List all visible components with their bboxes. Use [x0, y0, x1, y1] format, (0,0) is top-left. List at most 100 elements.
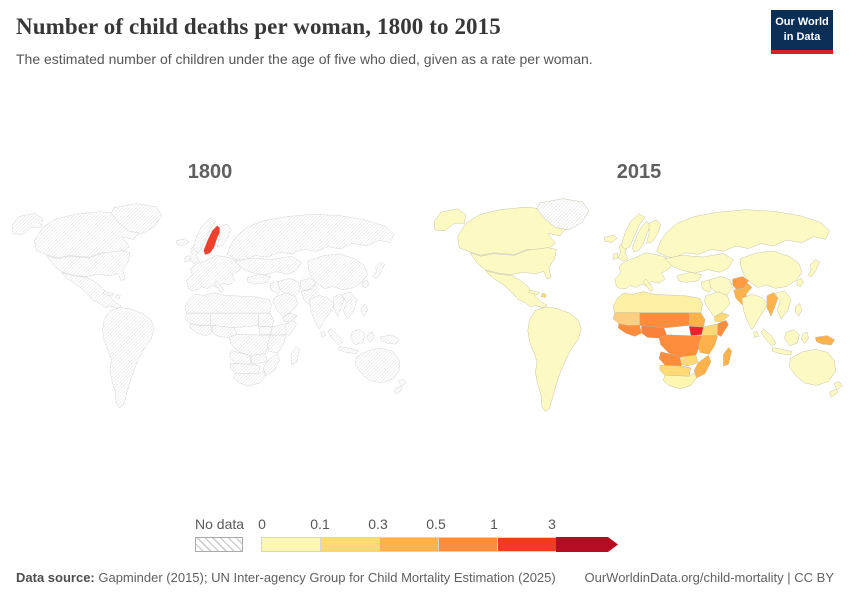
region-madagascar[interactable]: [291, 346, 300, 365]
region-europe[interactable]: [186, 255, 243, 291]
region-east_africa[interactable]: [267, 334, 287, 354]
region-finland[interactable]: [217, 223, 232, 247]
legend-bin-4[interactable]: [497, 537, 557, 552]
region-myanmar[interactable]: [333, 293, 345, 317]
region-borneo[interactable]: [784, 329, 800, 346]
region-central_africa[interactable]: [658, 334, 702, 358]
region-java[interactable]: [771, 347, 793, 356]
legend-bin-1[interactable]: [320, 537, 380, 552]
region-haiti[interactable]: [115, 294, 121, 299]
region-norway[interactable]: [192, 218, 216, 253]
region-sahel[interactable]: [210, 312, 259, 328]
region-russia[interactable]: [226, 213, 395, 261]
region-japan[interactable]: [372, 261, 385, 280]
region-sri_lanka[interactable]: [320, 330, 326, 337]
region-somalia[interactable]: [717, 320, 729, 337]
region-nz_north[interactable]: [833, 381, 843, 391]
region-africa_north[interactable]: [612, 291, 703, 313]
world-map-1800[interactable]: [8, 202, 412, 417]
footer-link[interactable]: OurWorldinData.org/child-mortality | CC …: [584, 570, 835, 585]
region-cuba[interactable]: [103, 291, 115, 297]
region-sudan[interactable]: [688, 312, 706, 328]
region-nz_south[interactable]: [829, 388, 839, 398]
legend-bin-2[interactable]: [379, 537, 439, 552]
region-canada[interactable]: [457, 206, 569, 256]
region-philippines[interactable]: [360, 303, 368, 317]
region-europe[interactable]: [614, 252, 673, 290]
region-haiti[interactable]: [540, 293, 547, 298]
region-sumatra[interactable]: [760, 328, 777, 347]
region-finland[interactable]: [646, 219, 661, 244]
region-mozambique[interactable]: [263, 353, 280, 376]
region-australia[interactable]: [789, 348, 836, 386]
region-zambia[interactable]: [251, 353, 268, 365]
region-west_africa[interactable]: [189, 323, 213, 337]
region-greenland[interactable]: [111, 203, 162, 234]
legend-bin-3[interactable]: [438, 537, 498, 552]
region-korea[interactable]: [796, 277, 804, 287]
region-usa[interactable]: [46, 250, 131, 281]
legend-no-data-swatch[interactable]: [195, 537, 243, 552]
region-myanmar[interactable]: [766, 292, 778, 317]
region-ireland[interactable]: [184, 255, 191, 263]
region-indochina[interactable]: [341, 291, 358, 320]
world-map-2015[interactable]: [430, 197, 848, 421]
region-mozambique[interactable]: [693, 354, 712, 379]
region-norway[interactable]: [621, 213, 646, 250]
region-alaska[interactable]: [433, 208, 467, 232]
region-zambia[interactable]: [681, 354, 699, 367]
region-alaska[interactable]: [11, 213, 43, 235]
region-east_africa[interactable]: [698, 335, 718, 355]
region-china[interactable]: [739, 250, 803, 289]
region-central_africa[interactable]: [229, 334, 271, 357]
region-mexico_ca[interactable]: [484, 270, 548, 308]
region-africa_north[interactable]: [184, 292, 272, 314]
region-south_sudan[interactable]: [688, 326, 704, 336]
region-philippines[interactable]: [795, 303, 803, 317]
region-iran[interactable]: [709, 276, 733, 296]
region-borneo[interactable]: [350, 329, 366, 346]
region-japan[interactable]: [807, 259, 820, 278]
region-mauritania_senegal[interactable]: [184, 312, 211, 326]
region-nz_north[interactable]: [398, 378, 407, 388]
region-south_america[interactable]: [102, 307, 155, 409]
region-west_africa[interactable]: [617, 323, 642, 337]
region-ireland[interactable]: [612, 252, 619, 260]
region-india[interactable]: [741, 294, 768, 331]
region-indochina[interactable]: [774, 290, 792, 320]
region-sumatra[interactable]: [327, 328, 343, 346]
region-russia[interactable]: [656, 209, 830, 259]
region-cuba[interactable]: [528, 289, 540, 296]
region-mauritania_senegal[interactable]: [612, 312, 641, 326]
region-italy[interactable]: [213, 280, 224, 294]
region-sweden[interactable]: [203, 225, 222, 255]
region-australia[interactable]: [355, 347, 401, 384]
region-central_asia[interactable]: [664, 253, 734, 274]
region-png[interactable]: [815, 335, 835, 346]
region-sweden[interactable]: [632, 221, 651, 253]
region-iran[interactable]: [277, 278, 301, 297]
region-java[interactable]: [338, 346, 359, 354]
region-yemen[interactable]: [714, 312, 730, 323]
region-central_asia[interactable]: [234, 256, 302, 276]
region-south_africa[interactable]: [663, 372, 697, 390]
region-sri_lanka[interactable]: [753, 331, 759, 338]
region-south_sudan[interactable]: [258, 325, 273, 336]
owid-logo[interactable]: Our World in Data: [771, 10, 833, 54]
region-south_america[interactable]: [527, 306, 582, 412]
region-india[interactable]: [309, 295, 335, 330]
region-madagascar[interactable]: [723, 347, 733, 367]
region-sudan[interactable]: [258, 312, 275, 328]
region-canada[interactable]: [34, 211, 143, 259]
region-saudi[interactable]: [272, 292, 299, 318]
region-iceland[interactable]: [603, 234, 618, 243]
region-somalia[interactable]: [285, 320, 297, 337]
region-sahel[interactable]: [639, 312, 690, 329]
region-saudi[interactable]: [704, 291, 731, 318]
region-usa[interactable]: [469, 247, 557, 280]
region-png[interactable]: [380, 334, 400, 345]
region-korea[interactable]: [362, 279, 370, 289]
region-south_africa[interactable]: [233, 370, 266, 387]
region-nz_south[interactable]: [394, 385, 403, 395]
legend-bin-0[interactable]: [261, 537, 321, 552]
